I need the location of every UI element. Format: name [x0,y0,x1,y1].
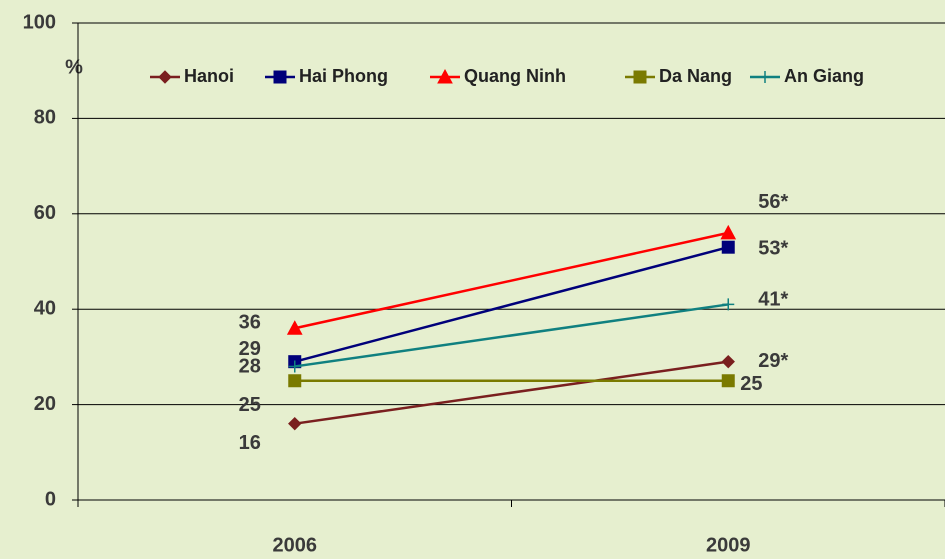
marker [288,360,301,373]
data-label: 29 [239,338,261,360]
marker [273,70,287,84]
marker [721,240,735,254]
data-label: 25 [740,373,762,395]
data-label: 53* [758,237,788,259]
y-tick-label: 40 [34,297,56,319]
y-tick-label: 20 [34,393,56,415]
data-label: 56* [758,191,788,213]
series-line [294,360,729,425]
x-tick-label: 2009 [706,534,751,556]
data-label: 41* [758,289,788,311]
series-line [294,245,729,363]
marker [286,320,303,335]
data-label: 29* [758,350,788,372]
data-label: 25 [239,394,261,416]
marker [722,298,735,311]
marker [288,374,302,388]
y-axis-label: % [65,56,83,78]
series-line [294,231,729,330]
x-tick-label: 2006 [273,534,318,556]
y-tick-label: 80 [34,107,56,129]
marker [720,224,737,240]
legend-label: Hai Phong [299,66,388,86]
marker [288,416,302,431]
legend-label: An Giang [784,66,864,86]
marker [437,68,453,84]
marker [633,70,647,84]
y-tick-label: 0 [45,488,56,510]
marker [721,374,735,388]
legend-label: Quang Ninh [464,66,566,86]
data-label: 36 [239,312,261,334]
marker [158,70,172,84]
data-label: 16 [239,432,261,454]
series-line [294,303,729,368]
data-label: 28 [239,356,261,378]
marker [721,354,735,369]
y-tick-label: 100 [23,11,56,33]
legend-label: Hanoi [184,66,234,86]
y-tick-label: 60 [34,202,56,224]
legend-label: Da Nang [659,66,732,86]
marker [759,71,771,83]
